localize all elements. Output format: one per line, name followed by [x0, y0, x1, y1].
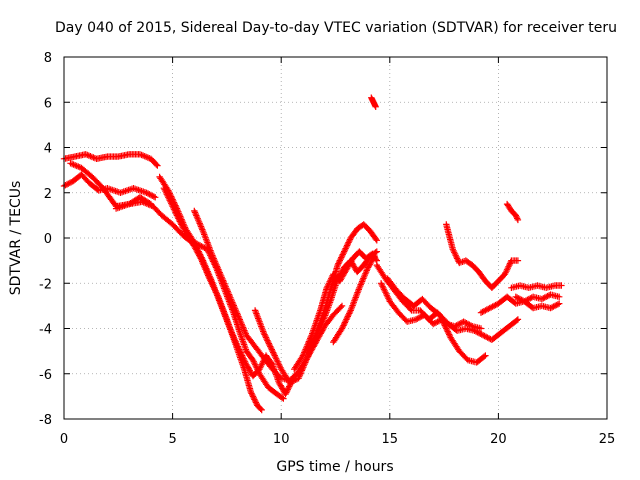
- series-track-t: [368, 94, 379, 110]
- series-track-n: [384, 275, 522, 343]
- x-tick-label: 25: [599, 432, 616, 447]
- data-series: [60, 94, 565, 414]
- series-track-r: [512, 291, 563, 305]
- y-tick-label: 6: [44, 96, 52, 111]
- data-points: [512, 291, 563, 305]
- x-tick-label: 0: [60, 432, 68, 447]
- x-tick-label: 15: [382, 432, 399, 447]
- x-tick-label: 5: [168, 432, 176, 447]
- y-tick-label: -8: [39, 413, 52, 428]
- grid-lines: [64, 57, 607, 419]
- y-tick-label: -4: [39, 323, 52, 338]
- data-points: [503, 200, 522, 224]
- data-points: [384, 275, 522, 343]
- y-tick-label: -2: [39, 277, 52, 292]
- series-track-f: [160, 185, 287, 402]
- chart-title: Day 040 of 2015, Sidereal Day-to-day VTE…: [55, 20, 617, 36]
- x-tick-label: 10: [273, 432, 290, 447]
- data-points: [368, 94, 379, 110]
- y-tick-label: 0: [44, 232, 52, 247]
- plot-frame: [63, 56, 608, 420]
- data-points: [330, 252, 378, 346]
- y-tick-label: 4: [44, 142, 52, 157]
- y-tick-label: 2: [44, 187, 52, 202]
- y-tick-label: -6: [39, 368, 52, 383]
- data-points: [508, 282, 565, 291]
- series-track-s: [503, 200, 522, 224]
- series-track-j: [304, 248, 380, 355]
- series-track-k: [330, 252, 378, 346]
- series-track-q: [508, 282, 565, 291]
- y-tick-label: 8: [44, 51, 52, 66]
- series-track-o: [443, 221, 522, 291]
- x-tick-label: 20: [490, 432, 507, 447]
- x-axis-label: GPS time / hours: [276, 459, 393, 475]
- data-points: [304, 248, 380, 355]
- y-axis-label: SDTVAR / TECUs: [8, 181, 24, 296]
- data-points: [443, 221, 522, 291]
- data-points: [160, 185, 287, 402]
